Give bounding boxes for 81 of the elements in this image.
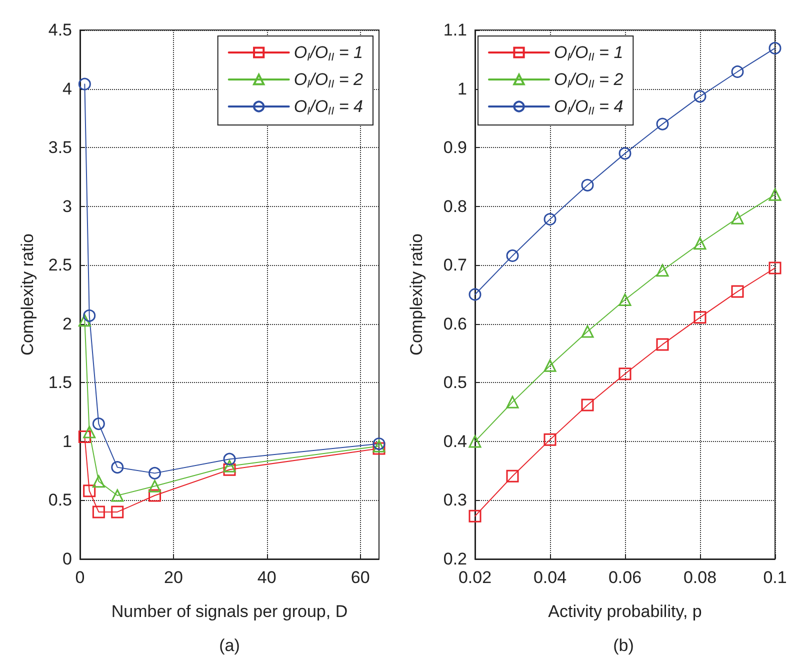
y-tick-label: 0.2 (443, 550, 467, 568)
y-tick-label: 4.5 (48, 20, 72, 40)
point (223, 452, 236, 466)
y-tick-label: 0.9 (443, 138, 467, 158)
point (111, 506, 124, 518)
point (581, 178, 594, 192)
y-tick-label: 1 (458, 79, 467, 98)
point (618, 147, 632, 160)
y-tick-label: 4 (62, 79, 72, 98)
point (111, 489, 124, 502)
y-tick-label: 0.3 (443, 490, 467, 510)
point (92, 475, 105, 488)
point (581, 325, 594, 338)
point (694, 90, 706, 103)
point (468, 435, 482, 448)
point (223, 463, 236, 476)
point (223, 460, 236, 472)
point (78, 78, 91, 90)
point (581, 398, 594, 412)
point (83, 426, 96, 438)
point (731, 285, 744, 298)
y-axis-title: Complexity ratio (407, 234, 426, 356)
y-tick-label: 0 (62, 550, 72, 568)
y-tick-label: 2 (62, 314, 72, 334)
text: (b) (613, 636, 634, 655)
x-tick-label: 40 (257, 568, 276, 587)
point (83, 484, 96, 498)
point (506, 470, 519, 482)
text: (a) (219, 636, 240, 655)
x-tick-label: 0.02 (458, 568, 492, 587)
y-axis-title: Complexity ratio (18, 234, 37, 356)
y-tick-label: 3 (62, 196, 72, 216)
point (544, 359, 556, 372)
point (148, 480, 161, 492)
point (544, 213, 556, 226)
x-tick-label: 20 (164, 568, 183, 587)
point (148, 466, 161, 480)
point (468, 288, 482, 301)
point (544, 433, 556, 446)
y-tick-label: 0.5 (48, 490, 72, 510)
x-tick-label: 0.08 (683, 568, 717, 587)
point (768, 262, 782, 274)
point (656, 338, 669, 351)
point (656, 118, 669, 130)
point (618, 294, 632, 306)
x-axis-title: Number of signals per group, D (111, 602, 348, 621)
x-tick-label: 0 (75, 568, 85, 587)
x-axis-title: Activity probability, p (548, 602, 702, 621)
point (506, 249, 519, 262)
point (618, 368, 632, 380)
y-tick-label: 2.5 (48, 256, 72, 275)
point (694, 237, 706, 250)
x-tick-label: 0.04 (533, 568, 567, 587)
point (92, 418, 105, 430)
x-tick-label: 0.06 (608, 568, 642, 587)
y-tick-label: 1.1 (443, 20, 467, 40)
point (768, 42, 782, 54)
y-tick-label: 1.5 (48, 373, 72, 392)
y-tick-label: 0.8 (443, 196, 467, 216)
y-tick-label: 0.7 (443, 256, 467, 275)
x-tick-label: 0.1 (763, 568, 787, 587)
point (111, 461, 124, 474)
point (768, 188, 782, 201)
point (731, 65, 744, 78)
point (694, 311, 706, 324)
y-tick-label: 0.5 (443, 373, 467, 392)
point (372, 442, 386, 455)
point (148, 489, 161, 502)
point (506, 396, 519, 408)
y-tick-label: 3.5 (48, 138, 72, 158)
point (92, 506, 105, 518)
x-tick-label: 60 (350, 568, 370, 587)
point (78, 430, 91, 443)
point (731, 212, 744, 224)
point (78, 314, 91, 327)
y-tick-label: 1 (62, 432, 72, 451)
point (656, 264, 669, 277)
point (468, 510, 482, 522)
point (83, 309, 96, 322)
y-tick-label: 0.4 (443, 432, 467, 451)
y-tick-label: 0.6 (443, 314, 467, 334)
